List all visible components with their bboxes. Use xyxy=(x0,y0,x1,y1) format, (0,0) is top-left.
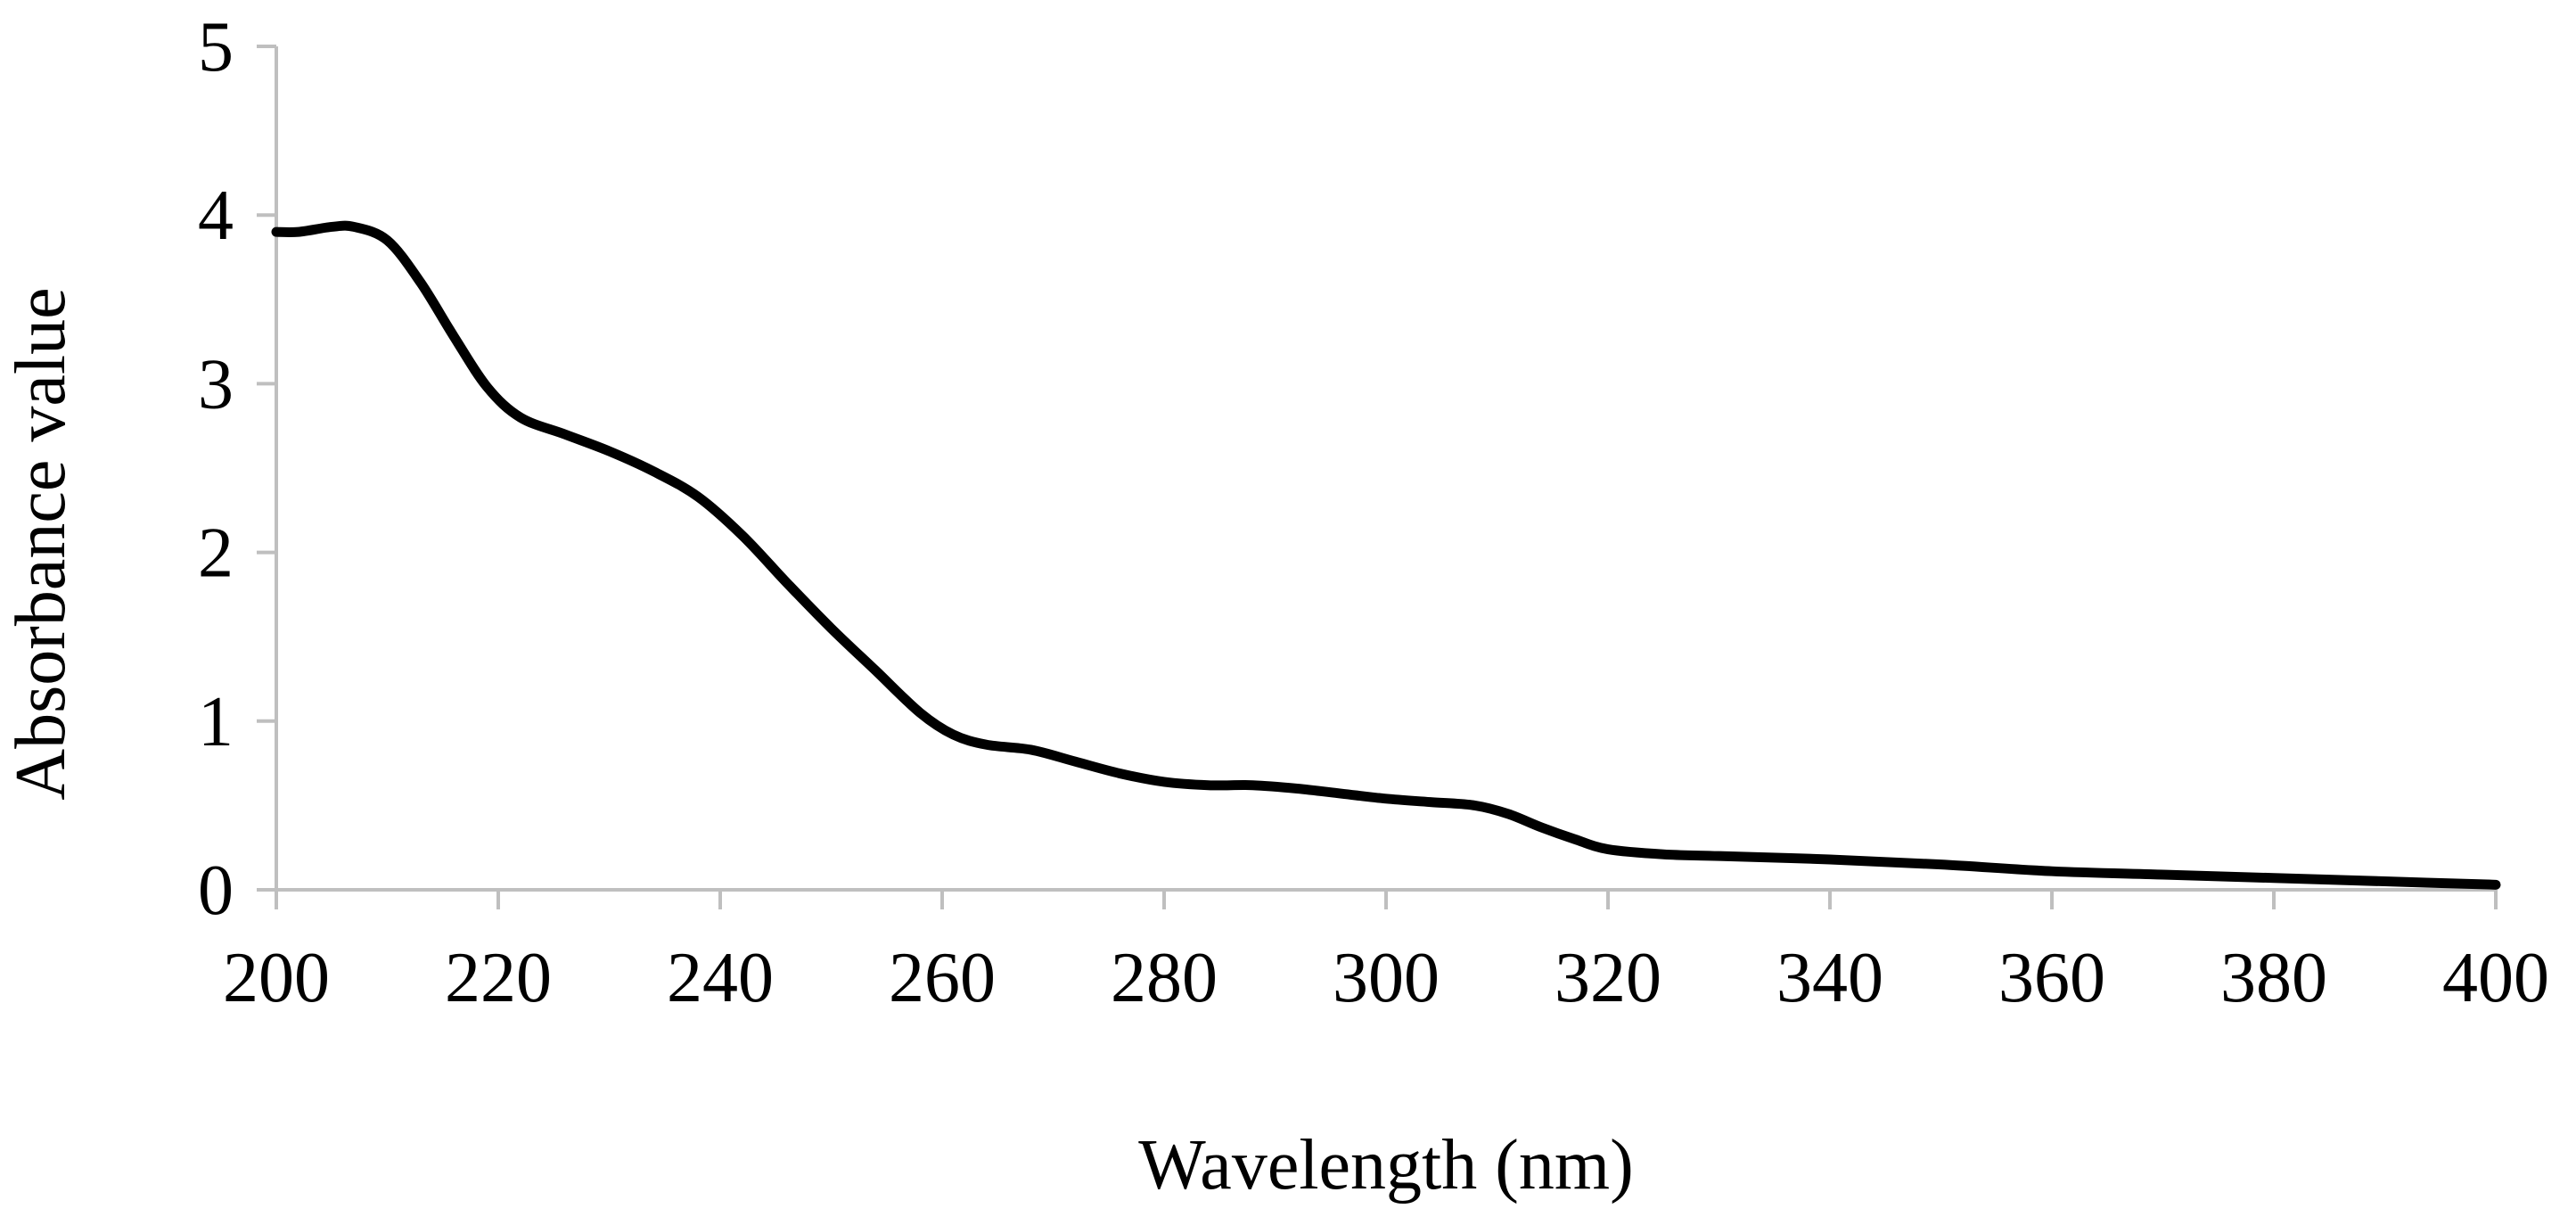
x-tick-label: 300 xyxy=(1333,939,1440,1017)
y-tick-label: 0 xyxy=(198,851,234,930)
x-tick-label: 200 xyxy=(223,939,330,1017)
y-tick-label: 3 xyxy=(198,345,234,423)
y-tick-label: 4 xyxy=(198,177,234,255)
y-tick-label: 1 xyxy=(198,683,234,761)
x-axis-title: Wavelength (nm) xyxy=(1138,1126,1634,1205)
y-axis-title: Absorbance value xyxy=(2,287,80,800)
x-tick-label: 360 xyxy=(1998,939,2105,1017)
y-tick-label: 5 xyxy=(198,8,234,86)
x-tick-label: 280 xyxy=(1111,939,1218,1017)
x-tick-label: 320 xyxy=(1555,939,1661,1017)
y-tick-label: 2 xyxy=(198,514,234,593)
x-tick-label: 240 xyxy=(667,939,774,1017)
x-ticks: 200 220 240 260 280 300 320 340 360 380 400 xyxy=(223,890,2549,1017)
series-line-absorbance xyxy=(271,220,2501,890)
series-group xyxy=(271,220,2501,890)
y-ticks: 0 1 2 3 4 5 xyxy=(198,8,276,930)
x-tick-label: 380 xyxy=(2220,939,2327,1017)
x-tick-label: 340 xyxy=(1776,939,1883,1017)
x-tick-label: 400 xyxy=(2442,939,2549,1017)
x-tick-label: 260 xyxy=(889,939,996,1017)
x-tick-label: 220 xyxy=(445,939,552,1017)
chart-axes xyxy=(275,46,2496,892)
